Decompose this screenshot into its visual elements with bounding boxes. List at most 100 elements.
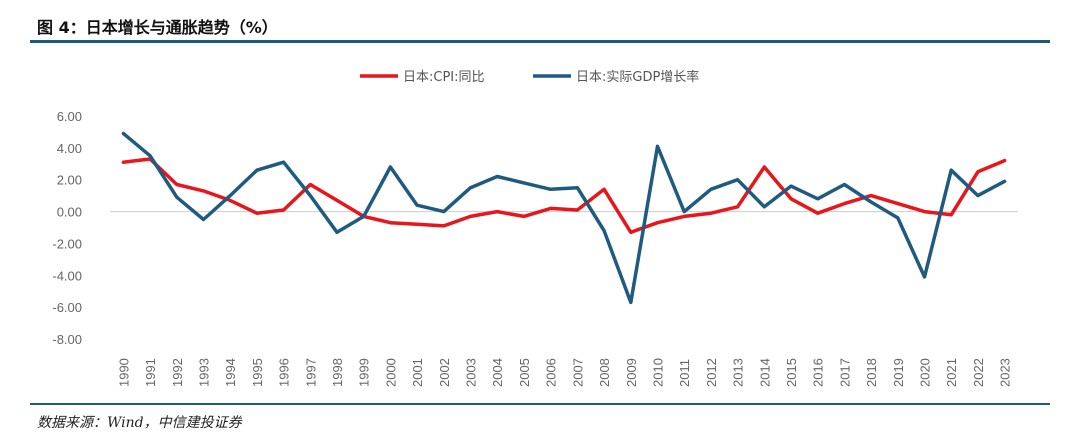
gdp-point (282, 160, 285, 164)
cpi-point (549, 207, 552, 210)
x-tick-label: 2014 (757, 358, 772, 387)
gdp-point (816, 197, 819, 201)
gdp-point (309, 194, 312, 197)
gdp-point (469, 186, 472, 189)
x-tick-label: 2006 (544, 358, 559, 387)
cpi-point (656, 221, 659, 224)
cpi-point (228, 199, 232, 202)
cpi-point (282, 208, 285, 212)
x-tick-label: 2012 (704, 358, 719, 387)
bottom-rule (30, 403, 1050, 405)
x-tick-label: 2015 (784, 358, 799, 387)
gdp-point (1003, 180, 1006, 183)
x-tick-label: 2023 (998, 358, 1013, 387)
cpi-point (789, 197, 793, 201)
cpi-point (816, 211, 819, 215)
figure-title: 图 4：日本增长与通胀趋势（%） (37, 18, 278, 37)
gdp-point (976, 194, 980, 197)
gdp-point (335, 231, 339, 234)
gdp-point (789, 184, 793, 188)
y-tick-label: 0.00 (57, 205, 82, 220)
cpi-point (202, 189, 205, 193)
x-tick-label: 2011 (677, 359, 692, 387)
cpi-point (415, 223, 419, 226)
gdp-point (682, 210, 686, 213)
gdp-point (763, 205, 766, 208)
gdp-point (896, 216, 900, 220)
line-chart: 日本:CPI:同比 日本:实际GDP增长率 6.00 4.00 2.00 0.00 -2… (52, 69, 1018, 387)
x-tick-label: 2007 (570, 358, 585, 387)
gdp-point (228, 194, 232, 197)
cpi-point (442, 224, 446, 228)
gdp-point (950, 168, 953, 172)
gdp-point (736, 178, 739, 181)
cpi-series-line (121, 157, 1007, 235)
series-group (121, 131, 1007, 305)
x-tick-label: 2018 (864, 358, 879, 387)
cpi-point (496, 210, 499, 213)
cpi-point (709, 211, 713, 215)
cpi-point (923, 210, 926, 213)
x-tick-label: 2017 (837, 358, 852, 387)
cpi-point (843, 202, 846, 205)
x-tick-label: 2008 (597, 358, 612, 387)
y-tick-label: 2.00 (57, 173, 82, 188)
cpi-point (950, 213, 953, 216)
cpi-point (763, 165, 766, 169)
cpi-point (602, 188, 606, 191)
gdp-point (923, 275, 926, 279)
y-tick-label: -6.00 (52, 300, 82, 315)
source-note: 数据来源：Wind，中信建投证券 (37, 415, 242, 431)
gdp-point (522, 181, 526, 185)
gdp-point (415, 204, 419, 207)
x-tick-label: 2009 (624, 358, 639, 387)
x-axis: 1990 1991 1992 1993 1994 1995 1996 1997 1998 1999… (116, 358, 1012, 387)
gdp-point (549, 188, 552, 191)
legend-label-gdp: 日本:实际GDP增长率 (576, 69, 699, 85)
cpi-point (122, 160, 125, 164)
cpi-point (976, 170, 980, 173)
x-tick-label: 2000 (383, 358, 398, 387)
gdp-point (148, 154, 152, 158)
gdp-point (843, 183, 846, 186)
gdp-point (629, 301, 632, 304)
gdp-point (175, 196, 178, 199)
y-tick-label: 6.00 (57, 109, 82, 124)
x-tick-label: 2022 (971, 358, 986, 387)
gdp-point (602, 229, 606, 232)
cpi-point (389, 221, 392, 224)
x-tick-label: 1997 (303, 358, 318, 387)
y-tick-label: 4.00 (57, 141, 82, 156)
gdp-point (255, 168, 259, 172)
cpi-point (736, 205, 739, 208)
gdp-point (709, 188, 713, 191)
gdp-point (389, 165, 392, 169)
gdp-point (122, 132, 125, 135)
x-tick-label: 2004 (490, 358, 505, 387)
gdp-point (656, 145, 659, 148)
cpi-point (629, 231, 632, 234)
cpi-point (869, 194, 873, 197)
x-tick-label: 2020 (918, 358, 933, 387)
x-tick-label: 1998 (330, 358, 345, 387)
cpi-point (175, 183, 178, 186)
x-tick-label: 2010 (650, 358, 665, 387)
cpi-point (896, 202, 900, 205)
x-tick-label: 2002 (437, 358, 452, 387)
gdp-point (496, 175, 499, 178)
x-tick-label: 2016 (811, 358, 826, 387)
x-tick-label: 1992 (170, 358, 185, 387)
gdp-series-line (121, 131, 1007, 305)
gdp-point (442, 210, 446, 213)
gdp-point (869, 200, 873, 204)
x-tick-label: 1993 (196, 358, 211, 387)
cpi-point (1003, 159, 1006, 162)
y-tick-label: -2.00 (52, 236, 82, 251)
cpi-point (522, 215, 526, 218)
legend: 日本:CPI:同比 日本:实际GDP增长率 (360, 69, 699, 85)
x-tick-label: 2003 (464, 358, 479, 387)
x-tick-label: 2005 (517, 358, 532, 387)
x-tick-label: 2001 (410, 358, 425, 387)
legend-label-cpi: 日本:CPI:同比 (403, 70, 485, 85)
cpi-point (335, 199, 339, 202)
